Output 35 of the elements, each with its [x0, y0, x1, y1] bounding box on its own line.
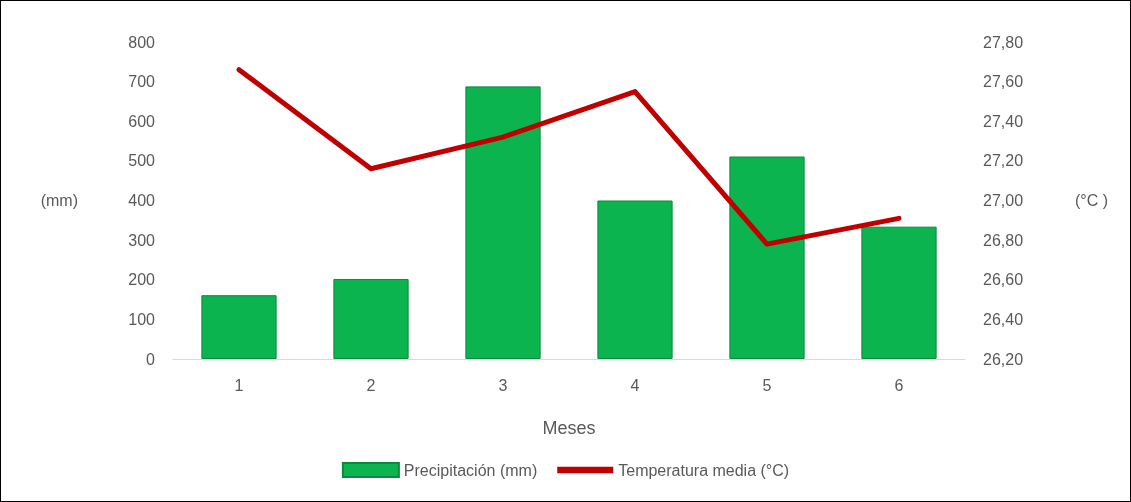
y-tick-label: 600 — [128, 112, 156, 130]
y-tick-label: 300 — [128, 231, 156, 249]
y2-tick-label: 27,80 — [983, 33, 1024, 51]
x-tick-label: 3 — [498, 376, 508, 394]
y-tick-label: 700 — [128, 73, 156, 91]
bar — [861, 226, 937, 359]
bar — [201, 295, 277, 359]
x-tick-label: 6 — [894, 376, 904, 394]
x-tick-label: 1 — [234, 376, 244, 394]
legend-label: Precipitación (mm) — [403, 461, 538, 479]
y2-tick-label: 26,40 — [983, 310, 1024, 328]
y2-axis-title: (°C ) — [1075, 192, 1109, 209]
y-axis-title: (mm) — [40, 192, 78, 209]
y2-tick-label: 27,40 — [983, 112, 1024, 130]
y-tick-label: 0 — [146, 350, 156, 368]
x-tick-label: 5 — [762, 376, 772, 394]
bar — [465, 86, 541, 359]
y-tick-label: 200 — [128, 271, 156, 289]
y2-tick-label: 27,00 — [983, 192, 1024, 209]
y2-tick-label: 26,60 — [983, 271, 1024, 289]
x-tick-label: 4 — [630, 376, 640, 394]
y2-tick-label: 27,60 — [983, 73, 1024, 91]
y2-tick-label: 26,20 — [983, 350, 1024, 368]
y-tick-label: 800 — [128, 33, 156, 51]
y-tick-label: 100 — [128, 310, 156, 328]
bar — [597, 200, 673, 359]
y-tick-label: 500 — [128, 152, 156, 170]
x-axis-title: Meses — [542, 418, 596, 438]
x-tick-label: 2 — [366, 376, 376, 394]
y2-tick-label: 27,20 — [983, 152, 1024, 170]
bar — [333, 278, 409, 359]
legend-label: Temperatura media (°C) — [618, 461, 790, 479]
bar — [729, 156, 805, 359]
y-tick-label: 400 — [128, 192, 156, 209]
y2-tick-label: 26,80 — [983, 231, 1024, 249]
